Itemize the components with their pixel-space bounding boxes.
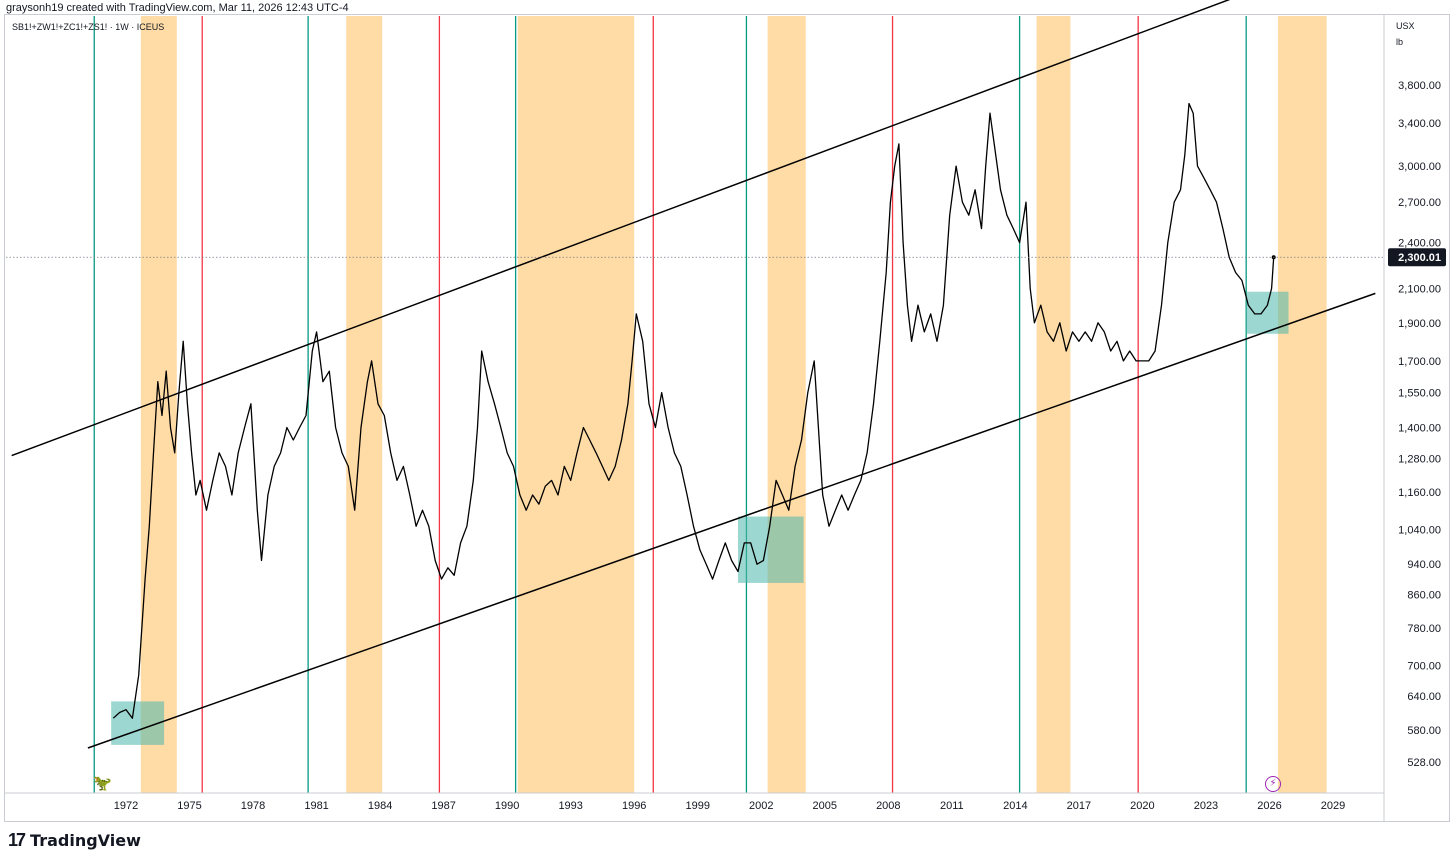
lightning-icon[interactable]: ⚡ xyxy=(1265,776,1281,792)
x-tick-label: 1987 xyxy=(431,800,455,812)
channel-upper-line xyxy=(11,0,1231,457)
unit-measure: lb xyxy=(1396,37,1404,47)
channel-lower-line xyxy=(87,292,1376,749)
cycle-band xyxy=(767,16,806,793)
x-tick-label: 1984 xyxy=(368,800,392,812)
x-tick-label: 1993 xyxy=(558,800,582,812)
y-tick-label: 1,900.00 xyxy=(1398,318,1441,330)
y-tick-label: 780.00 xyxy=(1407,623,1441,635)
cycle-band xyxy=(1036,16,1071,793)
y-tick-label: 2,700.00 xyxy=(1398,197,1441,209)
unit-currency: USX xyxy=(1396,21,1415,31)
brand-name: TradingView xyxy=(30,830,141,850)
x-tick-label: 2011 xyxy=(940,800,964,812)
x-tick-label: 1981 xyxy=(304,800,328,812)
y-tick-label: 2,400.00 xyxy=(1398,238,1441,250)
x-tick-label: 2020 xyxy=(1130,800,1154,812)
tradingview-logo-icon: 17 xyxy=(8,829,26,850)
current-price-label: 2,300.01 xyxy=(1398,252,1441,264)
y-tick-label: 1,160.00 xyxy=(1398,487,1441,499)
x-tick-label: 2026 xyxy=(1257,800,1281,812)
replay-dino-icon[interactable]: 🦖 xyxy=(93,775,112,792)
x-tick-label: 2008 xyxy=(876,800,900,812)
y-tick-label: 580.00 xyxy=(1407,725,1441,737)
x-tick-label: 2023 xyxy=(1194,800,1218,812)
x-tick-label: 2005 xyxy=(813,800,837,812)
y-tick-label: 640.00 xyxy=(1407,691,1441,703)
price-series-line xyxy=(112,102,1275,719)
symbol-label[interactable]: SB1!+ZW1!+ZC1!+ZS1! · 1W · ICEUS xyxy=(12,22,165,32)
accumulation-box xyxy=(737,516,804,583)
y-tick-label: 1,280.00 xyxy=(1398,453,1441,465)
y-tick-label: 3,400.00 xyxy=(1398,118,1441,130)
x-tick-label: 1996 xyxy=(622,800,646,812)
y-tick-label: 940.00 xyxy=(1407,559,1441,571)
y-tick-label: 1,400.00 xyxy=(1398,423,1441,435)
x-tick-label: 1990 xyxy=(495,800,519,812)
x-tick-label: 2002 xyxy=(749,800,773,812)
x-tick-label: 1999 xyxy=(685,800,709,812)
accumulation-box xyxy=(1246,291,1289,334)
x-tick-label: 2017 xyxy=(1067,800,1091,812)
x-tick-label: 1978 xyxy=(241,800,265,812)
accumulation-box xyxy=(111,701,165,745)
y-tick-label: 1,040.00 xyxy=(1398,524,1441,536)
y-tick-label: 528.00 xyxy=(1407,757,1441,769)
chart-frame xyxy=(4,14,1450,822)
y-tick-label: 860.00 xyxy=(1407,590,1441,602)
y-tick-label: 1,550.00 xyxy=(1398,388,1441,400)
y-tick-label: 1,700.00 xyxy=(1398,356,1441,368)
y-tick-label: 3,800.00 xyxy=(1398,80,1441,92)
current-price-badge xyxy=(1388,248,1446,267)
y-tick-label: 3,000.00 xyxy=(1398,161,1441,173)
x-tick-label: 2029 xyxy=(1321,800,1345,812)
x-tick-label: 1975 xyxy=(177,800,201,812)
tradingview-footer: 17 TradingView xyxy=(8,826,141,854)
credit-text: graysonh19 created with TradingView.com,… xyxy=(6,2,349,14)
x-tick-label: 1972 xyxy=(114,800,138,812)
x-tick-label: 2014 xyxy=(1003,800,1027,812)
cycle-band xyxy=(1277,16,1327,793)
cycle-band xyxy=(517,16,635,793)
price-unit-selector[interactable]: USX lb xyxy=(1388,18,1446,58)
y-tick-label: 2,100.00 xyxy=(1398,283,1441,295)
y-tick-label: 700.00 xyxy=(1407,660,1441,672)
